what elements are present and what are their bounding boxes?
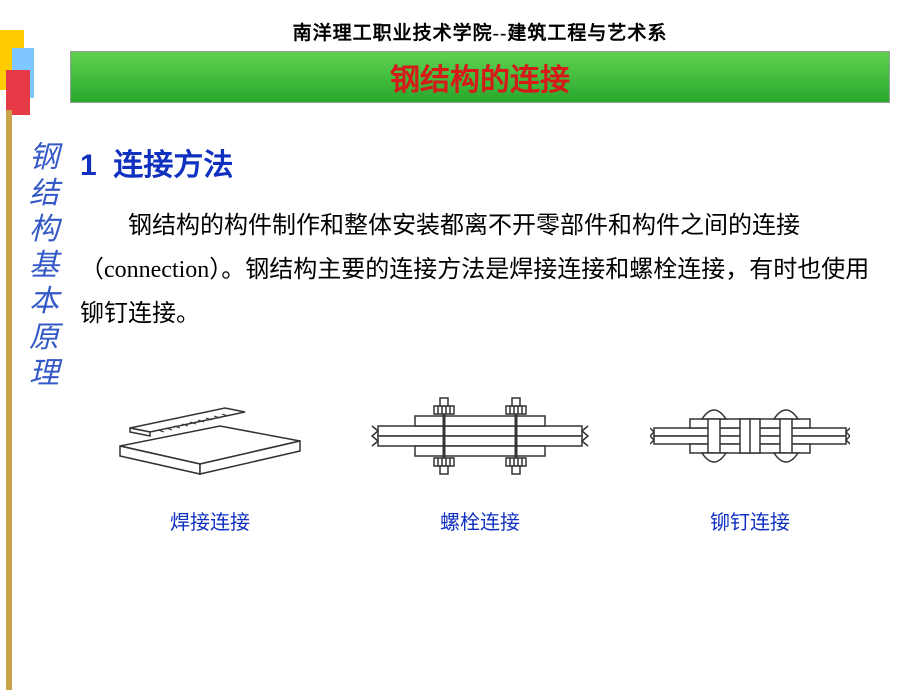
diagram-weld: 焊接连接	[110, 386, 310, 535]
body-paragraph: 钢结构的构件制作和整体安装都离不开零部件和构件之间的连接（connection）…	[80, 204, 880, 336]
content-area: 1 连接方法 钢结构的构件制作和整体安装都离不开零部件和构件之间的连接（conn…	[80, 140, 880, 535]
organization-line: 南洋理工职业技术学院--建筑工程与艺术系	[40, 18, 920, 45]
left-stripe	[6, 110, 12, 690]
decor-red-box	[6, 70, 30, 115]
diagram-caption: 铆钉连接	[710, 506, 790, 535]
title-bar: 钢结构的连接	[70, 51, 890, 103]
diagram-bolt: 螺栓连接	[370, 386, 590, 535]
slide-title: 钢结构的连接	[390, 55, 570, 99]
sidebar-vertical-label: 钢结构基本原理	[26, 140, 62, 392]
diagram-rivet: 铆钉连接	[650, 386, 850, 535]
section-heading: 1 连接方法	[80, 140, 880, 184]
section-title: 连接方法	[113, 149, 233, 182]
diagram-caption: 焊接连接	[170, 506, 250, 535]
corner-decoration	[0, 30, 40, 110]
rivet-icon	[650, 386, 850, 486]
header-area: 南洋理工职业技术学院--建筑工程与艺术系 钢结构的连接	[40, 0, 920, 103]
bolt-icon	[370, 386, 590, 486]
diagram-row: 焊接连接	[80, 386, 880, 535]
weld-icon	[110, 386, 310, 486]
section-number: 1	[80, 149, 97, 182]
diagram-caption: 螺栓连接	[440, 506, 520, 535]
